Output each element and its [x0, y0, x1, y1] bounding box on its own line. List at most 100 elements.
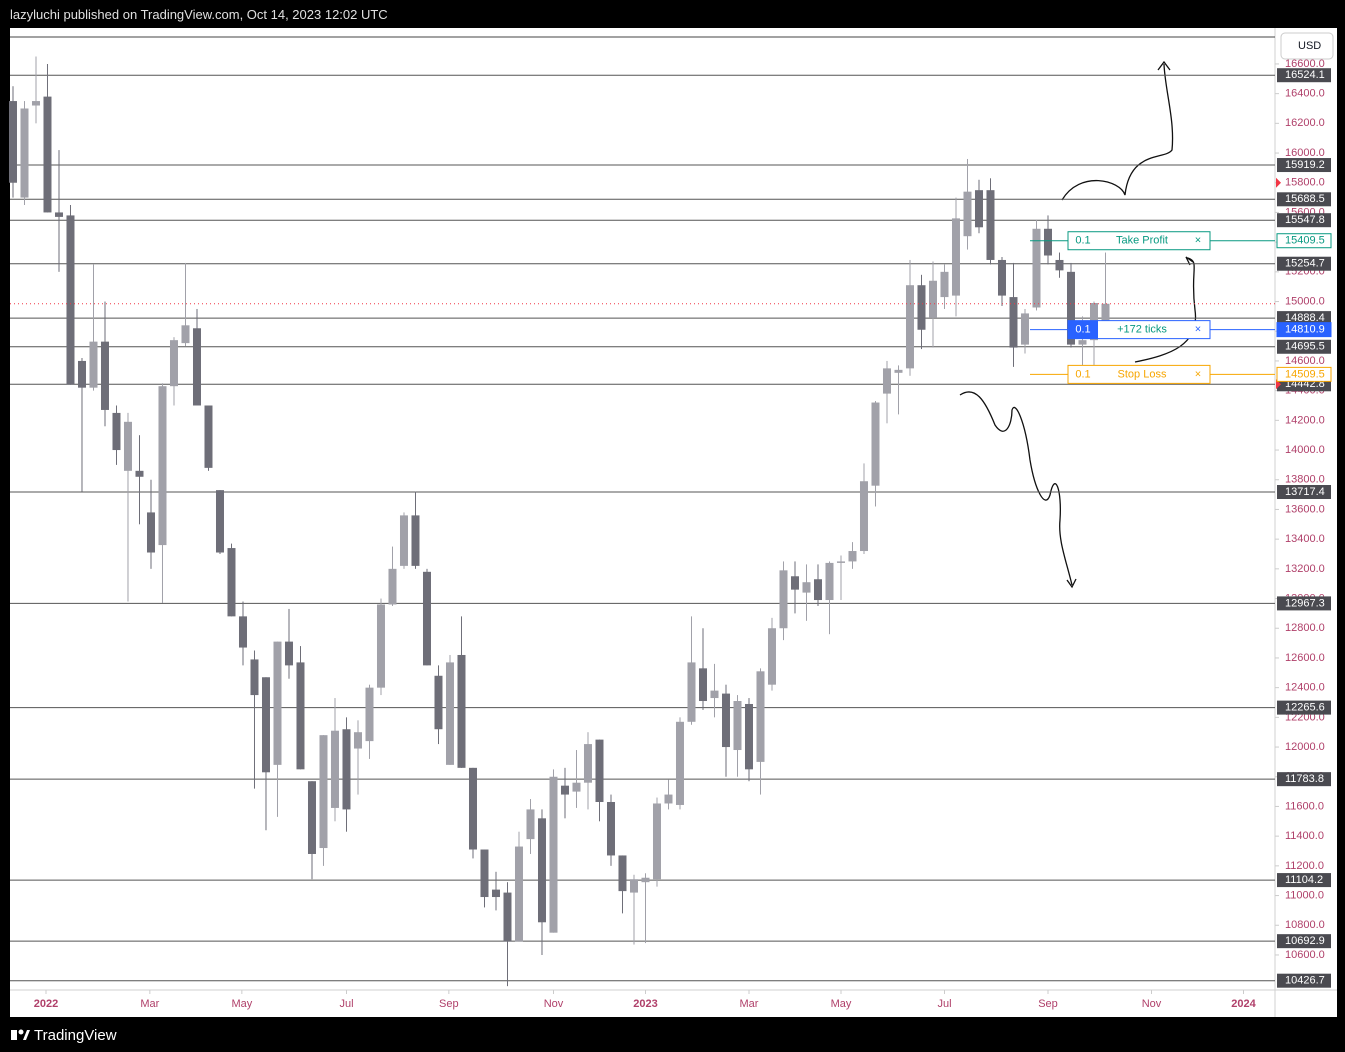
price-label-bg [1276, 366, 1332, 382]
close-icon[interactable]: × [1195, 235, 1201, 247]
candle-body [77, 360, 86, 388]
candle-body [353, 732, 362, 749]
price-label-bg [1276, 322, 1332, 338]
candle-body [549, 776, 558, 933]
candle-body [112, 412, 121, 451]
candle-body [342, 729, 351, 810]
level-label: 12967.3 [1285, 597, 1325, 609]
candle-body [733, 701, 742, 751]
level-label-bg [1277, 485, 1331, 500]
candle-body [503, 892, 512, 942]
candle-body [779, 570, 788, 629]
candle-body [388, 568, 397, 605]
candle-body [480, 849, 489, 898]
level-label-bg [1277, 772, 1331, 787]
y-tick-label: 12000.0 [1285, 741, 1325, 753]
level-label-bg [1277, 192, 1331, 207]
qty-bg [1068, 320, 1098, 339]
candle-body [928, 280, 937, 318]
candle-body [687, 662, 696, 722]
y-tick-label: 16200.0 [1285, 117, 1325, 129]
candle-body [560, 785, 569, 795]
candle-body [169, 340, 178, 387]
x-tick-label: Jul [937, 998, 951, 1010]
level-label: 10692.9 [1285, 935, 1325, 947]
candle-body [641, 877, 650, 883]
candle-body [100, 341, 109, 410]
candle-body [756, 671, 765, 762]
level-label-bg [1277, 700, 1331, 715]
level-label: 11783.8 [1285, 773, 1324, 785]
candle-body [491, 889, 500, 898]
x-tick-label: Sep [439, 998, 459, 1010]
level-label-bg [1277, 68, 1331, 83]
candle-body [273, 641, 282, 765]
candle-body [250, 659, 259, 696]
y-tick-label: 11600.0 [1285, 800, 1324, 812]
drawings [959, 60, 1197, 589]
candle-body [710, 690, 719, 699]
candle-body [123, 421, 132, 471]
candle-body [871, 402, 880, 486]
level-label: 15547.8 [1285, 214, 1325, 226]
price-label: 15409.5 [1285, 235, 1325, 247]
candle-body [905, 285, 914, 369]
position-box [1067, 364, 1211, 384]
candle-body [192, 328, 201, 406]
close-icon[interactable]: × [1195, 324, 1201, 336]
level-label-bg [1277, 973, 1331, 988]
y-tick-label: 10600.0 [1285, 949, 1325, 961]
candle-body [445, 662, 454, 765]
currency-box [1280, 32, 1334, 60]
candle-body [859, 481, 868, 552]
currency: USD [1298, 40, 1321, 52]
candle-body [836, 561, 845, 563]
y-tick-label: 13200.0 [1285, 563, 1325, 575]
level-label: 14695.5 [1285, 341, 1325, 353]
candle-body [572, 782, 581, 792]
level-label: 13717.4 [1285, 486, 1325, 498]
price-label-bg [1276, 233, 1332, 249]
header-text: lazyluchi published on TradingView.com, … [10, 7, 388, 22]
candle-body [296, 662, 305, 770]
candle-body [790, 576, 799, 590]
x-tick-label: Mar [140, 998, 159, 1010]
price-label: 14810.9 [1285, 324, 1325, 336]
close-icon[interactable]: × [1195, 368, 1201, 380]
candle-body [43, 96, 52, 213]
x-tick-label: May [831, 998, 852, 1010]
price-label: 14509.5 [1285, 368, 1325, 380]
candle-body [261, 677, 270, 773]
x-tick-label: 2023 [633, 998, 657, 1010]
level-label-bg [1277, 311, 1331, 326]
candle-body [1009, 297, 1018, 348]
candle-body [365, 687, 374, 742]
chart-bg [10, 28, 1337, 1017]
candle-body [1101, 303, 1110, 324]
x-tick-label: Mar [740, 998, 759, 1010]
candle-body [951, 218, 960, 296]
candle-body [721, 693, 730, 748]
level-label: 12265.6 [1285, 702, 1325, 714]
candle-body [158, 386, 167, 546]
y-tick-label: 11400.0 [1285, 830, 1324, 842]
candle-body [675, 721, 684, 805]
candle-body [215, 490, 224, 553]
position-label: Take Profit [1116, 235, 1168, 247]
y-tick-label: 14200.0 [1285, 414, 1325, 426]
level-label-bg [1277, 339, 1331, 354]
level-label: 16524.1 [1285, 69, 1325, 81]
candle-body [664, 794, 673, 804]
y-tick-label: 12400.0 [1285, 682, 1325, 694]
x-tick-label: Sep [1038, 998, 1058, 1010]
y-tick-label: 15800.0 [1285, 177, 1325, 189]
level-label-bg [1277, 213, 1331, 228]
candle-body [434, 675, 443, 730]
candle-body [238, 616, 247, 648]
candle-body [940, 271, 949, 298]
level-label: 11104.2 [1285, 874, 1323, 886]
candle-body [1020, 313, 1029, 345]
candle-body [1078, 340, 1087, 345]
y-tick-label: 11200.0 [1285, 860, 1324, 872]
